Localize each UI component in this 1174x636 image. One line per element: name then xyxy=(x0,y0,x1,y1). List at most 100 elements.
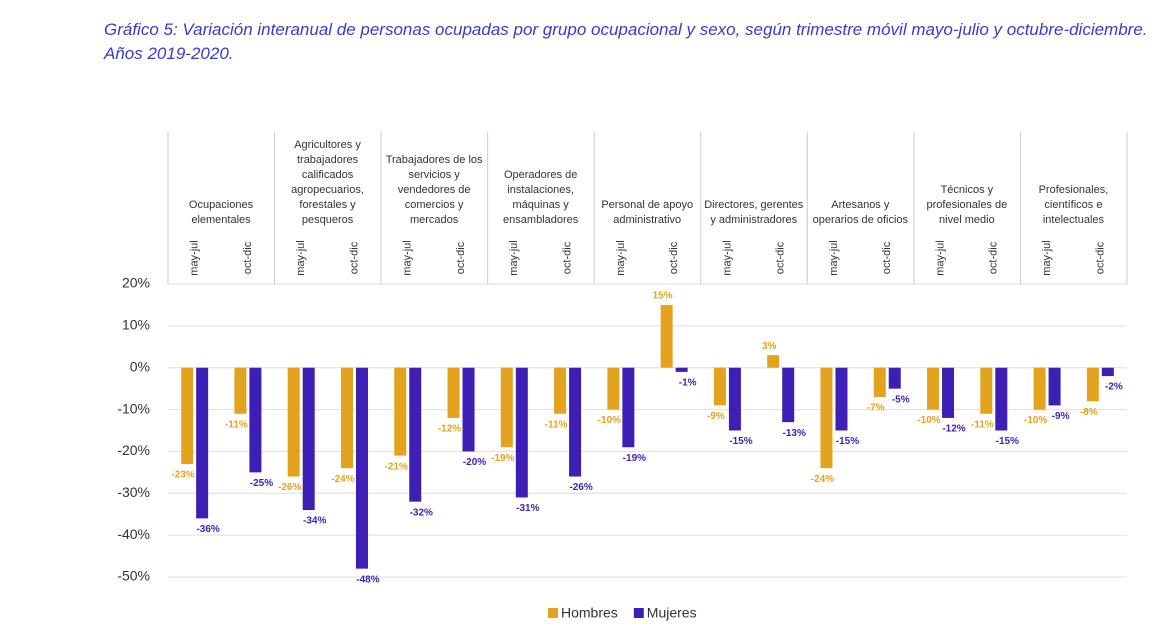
data-label: -23% xyxy=(171,470,194,481)
bar xyxy=(394,367,407,456)
bar xyxy=(942,367,955,418)
bar xyxy=(569,367,582,477)
data-label: -26% xyxy=(278,482,301,493)
bar xyxy=(1101,367,1114,377)
bar xyxy=(622,367,635,448)
x-tick-label: may-jul xyxy=(402,240,414,275)
data-label: -8% xyxy=(1080,407,1098,418)
x-tick-label: oct-dic xyxy=(1094,241,1106,274)
group-label: Agricultores y trabajadores calificados … xyxy=(291,139,364,226)
data-label: -25% xyxy=(250,478,273,489)
bar xyxy=(462,367,475,452)
bar xyxy=(927,367,940,410)
data-label: -12% xyxy=(438,424,461,435)
bar xyxy=(554,367,567,414)
x-tick-label: may-jul xyxy=(295,240,307,275)
x-tick-label: oct-dic xyxy=(988,241,1000,274)
data-label: -13% xyxy=(783,428,806,439)
bar xyxy=(302,367,315,511)
bar xyxy=(607,367,620,410)
x-tick-label: may-jul xyxy=(615,240,627,275)
data-label: -15% xyxy=(836,436,859,447)
bar xyxy=(234,367,247,414)
data-label: -24% xyxy=(811,474,834,485)
data-label: -9% xyxy=(1052,411,1070,422)
y-tick-label: -40% xyxy=(117,526,150,542)
data-label: -48% xyxy=(356,574,379,585)
data-label: -1% xyxy=(679,378,697,389)
y-tick-label: -10% xyxy=(117,400,150,416)
group-label: Operadores de instalaciones, máquinas y … xyxy=(503,169,579,226)
x-tick-label: may-jul xyxy=(1041,240,1053,275)
legend-label: Mujeres xyxy=(647,605,697,621)
data-label: -34% xyxy=(303,516,326,527)
data-label: -20% xyxy=(463,457,486,468)
group-label: Ocupaciones elementales xyxy=(188,199,254,226)
data-label: -19% xyxy=(491,453,514,464)
data-label: -26% xyxy=(569,482,592,493)
y-tick-label: -20% xyxy=(117,442,150,458)
bar xyxy=(1033,367,1046,410)
data-label: -10% xyxy=(598,415,621,426)
data-label: -15% xyxy=(729,436,752,447)
y-tick-label: 10% xyxy=(122,317,150,333)
data-label: -32% xyxy=(410,507,433,518)
bar xyxy=(820,367,833,469)
x-tick-label: may-jul xyxy=(508,240,520,275)
x-tick-label: oct-dic xyxy=(242,241,254,274)
y-tick-label: -30% xyxy=(117,484,150,500)
group-label: Artesanos y operarios de oficios xyxy=(812,199,909,226)
data-label: -21% xyxy=(385,461,408,472)
bar xyxy=(447,367,460,418)
bar xyxy=(355,367,368,569)
x-tick-label: oct-dic xyxy=(668,241,680,274)
bar xyxy=(340,367,353,469)
data-label: -7% xyxy=(867,403,885,414)
bar xyxy=(767,355,780,368)
data-label: -5% xyxy=(892,394,910,405)
data-label: -2% xyxy=(1105,382,1123,393)
bar xyxy=(888,367,901,389)
data-label: 3% xyxy=(762,341,777,352)
x-tick-label: oct-dic xyxy=(348,241,360,274)
group-label: Trabajadores de los servicios y vendedor… xyxy=(385,154,483,226)
bar xyxy=(675,367,688,372)
y-tick-label: -50% xyxy=(117,568,150,584)
y-tick-label: 0% xyxy=(130,358,150,374)
data-label: -9% xyxy=(707,411,725,422)
chart-title: Gráfico 5: Variación interanual de perso… xyxy=(104,20,1148,63)
bar xyxy=(1086,367,1099,402)
bar xyxy=(980,367,993,414)
bar xyxy=(409,367,422,502)
data-label: 15% xyxy=(653,291,673,302)
x-tick-label: may-jul xyxy=(721,240,733,275)
bar xyxy=(660,304,673,368)
bar xyxy=(181,367,194,464)
data-label: -31% xyxy=(516,503,539,514)
x-tick-label: oct-dic xyxy=(775,241,787,274)
x-tick-label: may-jul xyxy=(828,240,840,275)
data-label: -10% xyxy=(1024,415,1047,426)
data-label: -11% xyxy=(545,419,568,430)
x-tick-label: may-jul xyxy=(189,240,201,275)
bar xyxy=(782,367,795,423)
data-label: -11% xyxy=(971,419,994,430)
x-tick-label: oct-dic xyxy=(561,241,573,274)
y-tick-label: 20% xyxy=(122,275,150,291)
data-label: -15% xyxy=(996,436,1019,447)
bar xyxy=(995,367,1008,431)
bar xyxy=(873,367,886,398)
legend-label: Hombres xyxy=(561,605,618,621)
data-label: -36% xyxy=(196,524,219,535)
bar xyxy=(287,367,300,477)
x-tick-label: oct-dic xyxy=(881,241,893,274)
group-label: Técnicos y profesionales de nivel medio xyxy=(926,184,1008,226)
bar xyxy=(249,367,262,473)
bar xyxy=(1048,367,1061,406)
bar xyxy=(713,367,726,406)
data-label: -19% xyxy=(623,453,646,464)
data-label: -10% xyxy=(917,415,940,426)
legend-swatch xyxy=(633,608,644,618)
